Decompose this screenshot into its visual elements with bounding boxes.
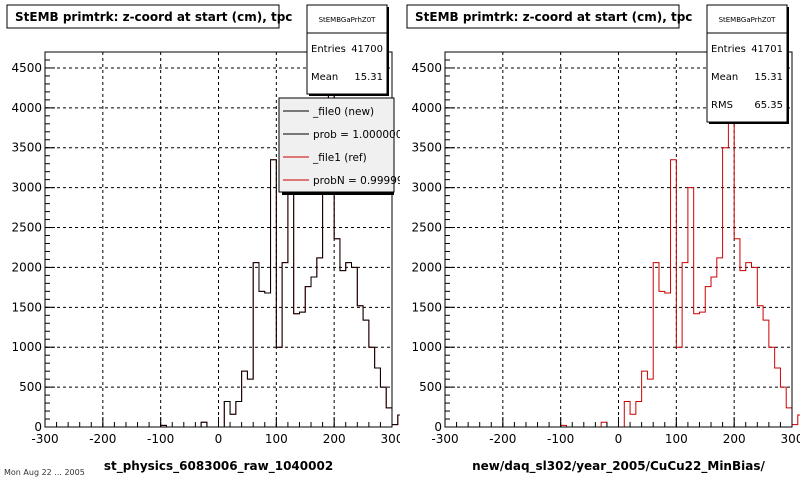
y-tick-label: 3000 bbox=[11, 181, 42, 195]
histogram-svg: -300 -200 -100 0 100 200 300050010001500200025… bbox=[6, 4, 400, 474]
histogram-svg: -300 -200 -100 0 100 200 300050010001500200025… bbox=[406, 4, 800, 474]
footer-timestamp: Mon Aug 22 ... 2005 bbox=[4, 468, 85, 477]
y-tick-label: 1500 bbox=[11, 300, 42, 314]
stats-frame bbox=[306, 4, 388, 95]
x-tick-label: 100 bbox=[665, 432, 688, 446]
chart-title: StEMB primtrk: z-coord at start (cm), tp… bbox=[415, 10, 692, 24]
y-tick-label: 500 bbox=[19, 380, 42, 394]
y-tick-label: 2000 bbox=[11, 260, 42, 274]
chart-title-box: StEMB primtrk: z-coord at start (cm), tp… bbox=[406, 4, 692, 29]
legend-label: _file0 (new) bbox=[312, 106, 374, 118]
y-axis: 0 500 1000 1500 2000 2500 3000 3500 4000 4500 bbox=[11, 51, 55, 434]
x-tick-label: 0 bbox=[615, 432, 623, 446]
x-tick-label: -300 bbox=[431, 432, 458, 446]
legend-label: prob = 1.000000 bbox=[313, 129, 400, 141]
legend-shadow bbox=[282, 192, 394, 195]
stats-value: 41701 bbox=[751, 44, 783, 55]
stats-shadow-bottom bbox=[709, 122, 789, 124]
title-frame bbox=[6, 4, 280, 29]
stats-label: Entries bbox=[311, 44, 346, 55]
x-axis-label: new/daq_sl302/year_2005/CuCu22_MinBias/ bbox=[472, 459, 765, 474]
y-tick-label: 4000 bbox=[11, 101, 42, 115]
chart-title-box: StEMB primtrk: z-coord at start (cm), tp… bbox=[6, 4, 292, 29]
x-tick-label: 300 bbox=[781, 432, 800, 446]
x-tick-label: -200 bbox=[489, 432, 516, 446]
x-axis: -300 -200 -100 0 100 200 300 bbox=[31, 417, 400, 446]
stats-name: StEMBGaPrhZ0T bbox=[719, 16, 777, 24]
stats-frame bbox=[706, 4, 788, 123]
stats-value: 15.31 bbox=[754, 72, 783, 83]
stats-label: Mean bbox=[311, 72, 338, 83]
x-tick-label: -300 bbox=[31, 432, 58, 446]
legend-box: _file0 (new) prob = 1.000000 _file1 (ref) p… bbox=[278, 97, 400, 195]
x-tick-label: 200 bbox=[323, 432, 346, 446]
y-axis: 0 500 1000 1500 2000 2500 3000 3500 4000 4500 bbox=[411, 51, 455, 434]
chart-title: StEMB primtrk: z-coord at start (cm), tp… bbox=[15, 10, 292, 24]
y-tick-label: 1500 bbox=[411, 300, 442, 314]
x-tick-label: 0 bbox=[215, 432, 223, 446]
stats-box: StEMBGaPrhZ0T Entries 41700 Mean 15.31 bbox=[306, 4, 389, 96]
y-tick-label: 1000 bbox=[11, 340, 42, 354]
y-tick-label: 500 bbox=[419, 380, 442, 394]
x-tick-label: -100 bbox=[547, 432, 574, 446]
y-tick-label: 3500 bbox=[11, 141, 42, 155]
x-tick-label: -100 bbox=[147, 432, 174, 446]
y-tick-label: 2500 bbox=[411, 221, 442, 235]
y-tick-label: 4500 bbox=[11, 61, 42, 75]
histogram-pad-right: -300 -200 -100 0 100 200 300 0 500 1000 1500 2000 25… bbox=[400, 0, 800, 480]
stats-label: Mean bbox=[711, 72, 738, 83]
y-tick-label: 1000 bbox=[411, 340, 442, 354]
y-tick-label: 4000 bbox=[411, 101, 442, 115]
stats-shadow-right bbox=[387, 7, 389, 96]
y-tick-label: 3500 bbox=[411, 141, 442, 155]
stats-shadow-right bbox=[787, 7, 789, 124]
y-tick-label: 0 bbox=[34, 420, 42, 434]
histogram-pad-left: -300 -200 -100 0 100 200 300 0 500 1000 1500 2000 25… bbox=[6, 4, 400, 474]
stats-name: StEMBGaPrhZ0T bbox=[319, 16, 377, 24]
stats-label: RMS bbox=[711, 100, 733, 111]
x-axis-label: st_physics_6083006_raw_1040002 bbox=[104, 459, 333, 474]
stats-shadow-bottom bbox=[309, 94, 389, 96]
y-tick-label: 3000 bbox=[411, 181, 442, 195]
x-tick-label: 100 bbox=[265, 432, 288, 446]
stats-label: Entries bbox=[711, 44, 746, 55]
x-tick-label: -200 bbox=[89, 432, 116, 446]
stats-value: 15.31 bbox=[354, 72, 383, 83]
x-tick-label: 200 bbox=[723, 432, 746, 446]
legend-label: _file1 (ref) bbox=[312, 152, 367, 164]
x-tick-label: 300 bbox=[381, 432, 400, 446]
stats-value: 41700 bbox=[351, 44, 383, 55]
x-axis: -300 -200 -100 0 100 200 300 bbox=[431, 417, 800, 446]
y-tick-label: 4500 bbox=[411, 61, 442, 75]
y-tick-label: 2000 bbox=[411, 260, 442, 274]
stats-box: StEMBGaPrhZ0T Entries 41701 Mean 15.31 RMS 65.… bbox=[706, 4, 789, 124]
y-tick-label: 0 bbox=[434, 420, 442, 434]
stats-value: 65.35 bbox=[754, 100, 783, 111]
y-tick-label: 2500 bbox=[11, 221, 42, 235]
legend-label: probN = 0.999999 bbox=[313, 175, 400, 187]
title-frame bbox=[406, 4, 680, 29]
